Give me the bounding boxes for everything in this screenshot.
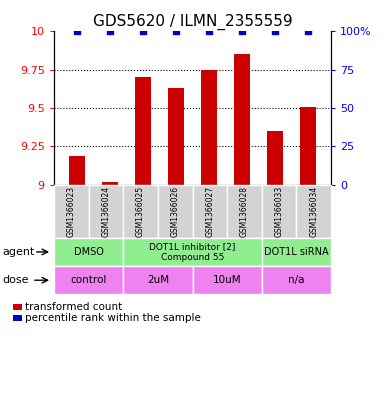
Text: GSM1366028: GSM1366028 [240, 186, 249, 237]
Point [305, 28, 311, 35]
Text: n/a: n/a [288, 275, 305, 285]
Text: GSM1366033: GSM1366033 [275, 185, 284, 237]
Text: GSM1366025: GSM1366025 [136, 185, 145, 237]
Text: GDS5620 / ILMN_2355559: GDS5620 / ILMN_2355559 [93, 14, 292, 30]
Text: DOT1L inhibitor [2]
Compound 55: DOT1L inhibitor [2] Compound 55 [149, 242, 236, 262]
Text: transformed count: transformed count [25, 302, 122, 312]
Bar [267, 131, 283, 185]
Text: dose: dose [2, 275, 28, 285]
Point [107, 28, 113, 35]
Text: DMSO: DMSO [74, 247, 104, 257]
Bar [168, 88, 184, 185]
Text: GSM1366024: GSM1366024 [101, 185, 110, 237]
Point [272, 28, 278, 35]
Text: GSM1366034: GSM1366034 [309, 185, 318, 237]
Text: 2uM: 2uM [147, 275, 169, 285]
Bar [201, 70, 217, 185]
Text: GSM1366023: GSM1366023 [67, 185, 76, 237]
Point [74, 28, 80, 35]
Point [206, 28, 212, 35]
Bar [102, 182, 118, 185]
Point [140, 28, 146, 35]
Text: agent: agent [2, 247, 34, 257]
Bar [69, 156, 85, 185]
Text: GSM1366027: GSM1366027 [205, 185, 214, 237]
Text: DOT1L siRNA: DOT1L siRNA [264, 247, 329, 257]
Text: 10uM: 10uM [213, 275, 241, 285]
Point [173, 28, 179, 35]
Text: control: control [70, 275, 107, 285]
Point [239, 28, 245, 35]
Text: percentile rank within the sample: percentile rank within the sample [25, 313, 201, 323]
Bar [300, 107, 316, 185]
Bar [135, 77, 151, 185]
Text: GSM1366026: GSM1366026 [171, 185, 180, 237]
Bar [234, 55, 250, 185]
